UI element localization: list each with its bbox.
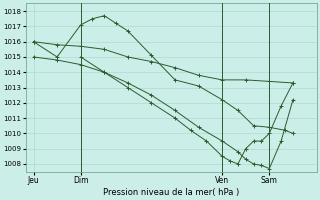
X-axis label: Pression niveau de la mer( hPa ): Pression niveau de la mer( hPa ) (103, 188, 239, 197)
